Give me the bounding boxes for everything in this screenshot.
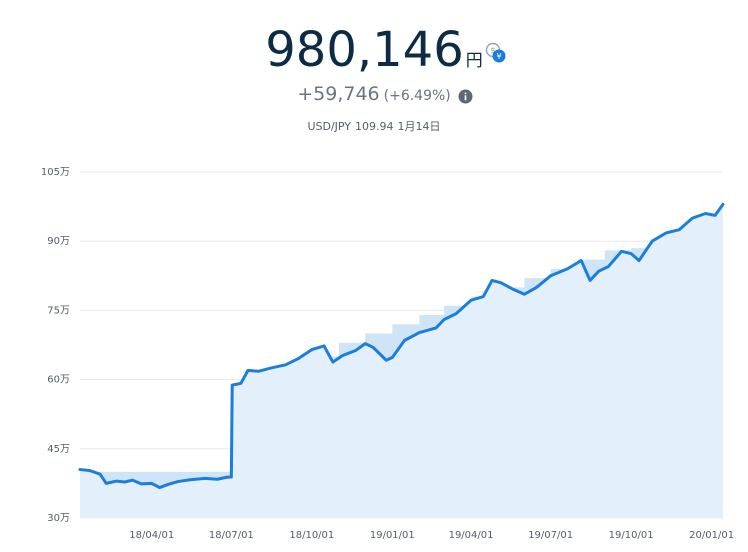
value-point bbox=[722, 203, 724, 206]
change-percent: (+6.49%) bbox=[383, 88, 451, 104]
y-tick-label: 30万 bbox=[47, 513, 70, 524]
value-point bbox=[385, 359, 387, 362]
value-point bbox=[79, 468, 81, 471]
value-point bbox=[269, 367, 272, 369]
value-point bbox=[167, 483, 170, 486]
portfolio-header: 980,146 円 $ ¥ +59,746 (+6.49%) USD/JPY 109.… bbox=[0, 0, 748, 150]
value-point bbox=[597, 270, 600, 272]
x-tick-label: 19/01/01 bbox=[370, 530, 415, 541]
area-layer bbox=[80, 204, 723, 518]
value-point bbox=[566, 268, 569, 270]
value-point bbox=[240, 382, 242, 385]
value-point bbox=[678, 228, 681, 231]
value-point bbox=[418, 331, 421, 334]
value-point bbox=[523, 293, 526, 296]
x-tick-label: 20/01/01 bbox=[689, 530, 734, 541]
value-point bbox=[231, 384, 234, 386]
fx-date: 1月14日 bbox=[397, 120, 441, 133]
value-point bbox=[311, 348, 313, 351]
value-point bbox=[513, 288, 515, 291]
value-point bbox=[105, 482, 108, 485]
value-point bbox=[247, 369, 249, 372]
value-point bbox=[341, 354, 344, 357]
y-tick-label: 45万 bbox=[47, 444, 70, 455]
value-point bbox=[257, 370, 260, 373]
value-point bbox=[580, 259, 583, 262]
value-point bbox=[123, 481, 126, 483]
line-layer bbox=[78, 202, 725, 490]
value-point bbox=[549, 275, 552, 277]
value-point bbox=[651, 240, 653, 242]
value-point bbox=[455, 312, 457, 315]
value-point bbox=[140, 483, 143, 485]
value-point bbox=[443, 318, 445, 321]
value-point bbox=[491, 279, 493, 282]
currency-swap-icon[interactable]: $ ¥ bbox=[485, 42, 507, 64]
value-point bbox=[364, 342, 366, 345]
y-tick-label: 60万 bbox=[47, 375, 70, 386]
value-point bbox=[630, 252, 632, 255]
change-amount: +59,746 bbox=[297, 83, 380, 105]
value-point bbox=[607, 265, 610, 268]
y-axis: 30万 45万 60万 75万 90万 105万 bbox=[41, 167, 70, 524]
change-row: +59,746 (+6.49%) bbox=[0, 83, 748, 105]
value-point bbox=[535, 286, 538, 289]
x-tick-label: 18/07/01 bbox=[209, 530, 254, 541]
value-point bbox=[620, 250, 623, 253]
fx-pair: USD/JPY bbox=[307, 120, 352, 133]
value-point bbox=[638, 259, 640, 262]
x-tick-label: 19/04/01 bbox=[449, 530, 494, 541]
portfolio-chart: 30万 45万 60万 75万 90万 105万 18/04/01 18/07/01 18/1… bbox=[41, 167, 734, 541]
value-point bbox=[88, 469, 91, 472]
fx-rate: 109.94 bbox=[355, 120, 394, 133]
value-point bbox=[665, 232, 667, 234]
value-point bbox=[323, 345, 325, 347]
x-axis: 18/04/01 18/07/01 18/10/01 19/01/01 19/04/01… bbox=[129, 530, 734, 541]
y-tick-label: 90万 bbox=[47, 236, 70, 247]
value-point bbox=[216, 478, 219, 481]
value-point bbox=[589, 279, 591, 282]
x-tick-label: 18/10/01 bbox=[289, 530, 334, 541]
value-point bbox=[714, 214, 716, 217]
value-point bbox=[158, 486, 161, 489]
value-point bbox=[177, 480, 179, 483]
value-point bbox=[230, 476, 233, 478]
value-point bbox=[131, 479, 134, 481]
value-point bbox=[99, 473, 101, 475]
svg-text:$: $ bbox=[490, 46, 495, 55]
value-point bbox=[372, 346, 374, 349]
value-area bbox=[80, 204, 723, 518]
x-tick-label: 19/10/01 bbox=[609, 530, 654, 541]
value-point bbox=[691, 217, 694, 219]
x-tick-label: 19/07/01 bbox=[528, 530, 573, 541]
y-tick-label: 105万 bbox=[41, 167, 70, 178]
total-value: 980,146 bbox=[265, 22, 464, 78]
x-tick-label: 18/04/01 bbox=[129, 530, 174, 541]
value-point bbox=[499, 281, 502, 284]
info-icon[interactable] bbox=[458, 89, 473, 104]
currency-unit: 円 bbox=[465, 51, 483, 71]
value-point bbox=[391, 356, 394, 359]
value-point bbox=[354, 349, 357, 352]
value-point bbox=[297, 358, 299, 360]
value-point bbox=[115, 480, 118, 482]
svg-text:¥: ¥ bbox=[496, 52, 501, 61]
value-point bbox=[284, 364, 287, 366]
total-value-row: 980,146 円 bbox=[0, 22, 748, 78]
y-tick-label: 75万 bbox=[47, 305, 70, 316]
value-point bbox=[482, 295, 485, 298]
value-point bbox=[435, 327, 437, 329]
value-point bbox=[150, 482, 153, 485]
value-point bbox=[332, 361, 334, 363]
value-point bbox=[189, 478, 192, 481]
value-point bbox=[704, 212, 707, 215]
value-point bbox=[204, 477, 206, 480]
value-point bbox=[225, 476, 227, 479]
value-point bbox=[470, 299, 472, 302]
value-point bbox=[403, 339, 406, 342]
fx-rate-row: USD/JPY 109.94 1月14日 bbox=[0, 118, 748, 134]
